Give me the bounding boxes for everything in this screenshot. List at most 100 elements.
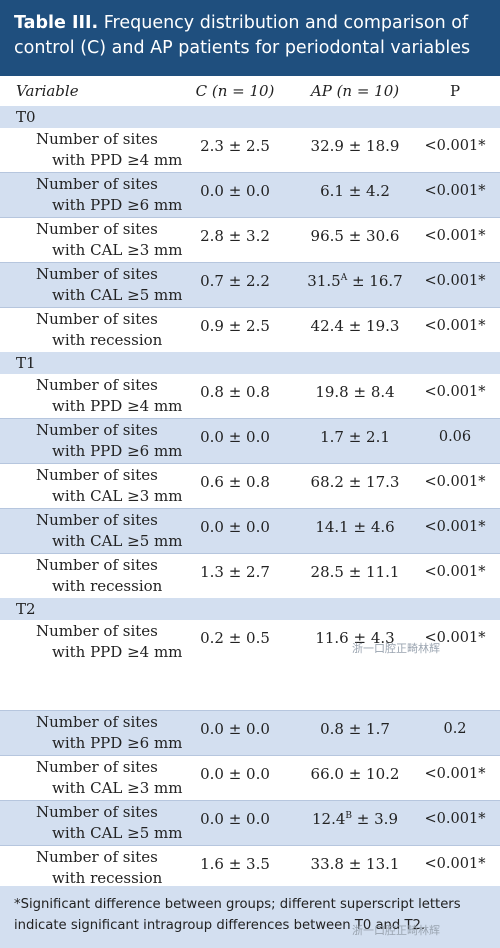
row-label-line1: Number of sites [36, 622, 158, 640]
cell-p: <0.001* [424, 811, 486, 827]
cell-p: 0.2 [443, 721, 467, 737]
row-label-line2: with CAL ≥5 mm [52, 824, 183, 842]
cell-control: 0.0 ± 0.0 [200, 765, 270, 783]
cell-control: 1.6 ± 3.5 [200, 855, 270, 873]
table-row: Number of sites with CAL ≥5 mm 0.7 ± 2.2 31… [0, 262, 500, 307]
row-label-line2: with PPD ≥6 mm [52, 196, 183, 214]
row-label-line2: with CAL ≥3 mm [52, 487, 183, 505]
cell-control: 0.0 ± 0.0 [200, 428, 270, 446]
row-label: Number of sites with PPD ≥4 mm [36, 621, 182, 663]
row-label: Number of sites with CAL ≥5 mm [36, 264, 182, 306]
row-label-line1: Number of sites [36, 511, 158, 529]
row-label-line2: with PPD ≥6 mm [52, 442, 183, 460]
cell-ap: 6.1 ± 4.2 [320, 182, 390, 200]
cell-ap-superscript: A [340, 273, 348, 283]
table-row: Number of sites with CAL ≥5 mm 0.0 ± 0.0 14… [0, 508, 500, 553]
cell-control: 0.6 ± 0.8 [200, 473, 270, 491]
cell-control: 2.8 ± 3.2 [200, 227, 270, 245]
row-label: Number of sites with CAL ≥3 mm [36, 757, 182, 799]
row-label: Number of sites with CAL ≥5 mm [36, 802, 182, 844]
cell-control: 0.0 ± 0.0 [200, 810, 270, 828]
row-label-line2: with CAL ≥3 mm [52, 241, 183, 259]
cell-p: <0.001* [424, 474, 486, 490]
cell-ap: 14.1 ± 4.6 [315, 518, 395, 536]
row-label-line1: Number of sites [36, 220, 158, 238]
cell-ap: 96.5 ± 30.6 [310, 227, 400, 245]
cell-p: <0.001* [424, 228, 486, 244]
row-label-line1: Number of sites [36, 265, 158, 283]
section-label: T1 [0, 352, 500, 374]
cell-ap-sd: ± 16.7 [347, 272, 403, 290]
footnote: *Significant difference between groups; … [0, 886, 500, 948]
cell-ap: 32.9 ± 18.9 [310, 137, 400, 155]
table-body: T0 Number of sites with PPD ≥4 mm 2.3 ± 2.5… [0, 106, 500, 890]
cell-ap: 11.6 ± 4.3 [315, 629, 395, 647]
cell-control: 0.0 ± 0.0 [200, 518, 270, 536]
cell-control: 1.3 ± 2.7 [200, 563, 270, 581]
cell-p: 0.06 [438, 429, 472, 445]
row-label-line2: with CAL ≥5 mm [52, 286, 183, 304]
cell-ap: 19.8 ± 8.4 [315, 383, 395, 401]
row-label: Number of sites with PPD ≥6 mm [36, 174, 182, 216]
cell-p: <0.001* [424, 519, 486, 535]
cell-p: <0.001* [424, 766, 486, 782]
row-label-line1: Number of sites [36, 848, 158, 866]
watermark: 浙一口腔正畸林辉 [352, 924, 440, 937]
cell-ap: 1.7 ± 2.1 [320, 428, 390, 446]
row-label-line1: Number of sites [36, 758, 158, 776]
cell-p: <0.001* [424, 183, 486, 199]
cell-control: 0.0 ± 0.0 [200, 182, 270, 200]
row-label-line1: Number of sites [36, 556, 158, 574]
row-label-line1: Number of sites [36, 421, 158, 439]
row-label: Number of sites with recession [36, 309, 162, 351]
section-label: T2 [0, 598, 500, 620]
cell-ap: 68.2 ± 17.3 [310, 473, 400, 491]
cell-ap-sd: ± 3.9 [352, 810, 398, 828]
table-row: Number of sites with recession 0.9 ± 2.5 42… [0, 307, 500, 352]
table-row: Number of sites with recession 1.6 ± 3.5 33… [0, 845, 500, 890]
row-label: Number of sites with CAL ≥3 mm [36, 465, 182, 507]
row-label-line2: with PPD ≥6 mm [52, 734, 183, 752]
cell-ap-mean: 31.5 [307, 272, 341, 290]
table-row: Number of sites with PPD ≥4 mm 0.2 ± 0.5 11… [0, 620, 500, 664]
watermark: 浙一口腔正畸林辉 [352, 642, 440, 655]
row-label: Number of sites with PPD ≥6 mm [36, 420, 182, 462]
section-label: T0 [0, 106, 500, 128]
row-label-line2: with PPD ≥4 mm [52, 643, 183, 661]
header-control: C (n = 10) [195, 82, 275, 100]
row-label-line1: Number of sites [36, 175, 158, 193]
table-row: Number of sites with PPD ≥4 mm 0.8 ± 0.8 19… [0, 374, 500, 418]
row-label: Number of sites with CAL ≥3 mm [36, 219, 182, 261]
cell-control: 0.0 ± 0.0 [200, 720, 270, 738]
header-ap: AP (n = 10) [310, 82, 400, 100]
row-label-line1: Number of sites [36, 376, 158, 394]
table-row: Number of sites with CAL ≥5 mm 0.0 ± 0.0 12… [0, 800, 500, 845]
header-p: P [449, 82, 461, 100]
row-label-line2: with recession [52, 577, 163, 595]
row-label-line2: with PPD ≥4 mm [52, 151, 183, 169]
table-row: Number of sites with PPD ≥4 mm 2.3 ± 2.5 32… [0, 128, 500, 172]
table-label: Table III. [14, 13, 99, 33]
cell-ap: 28.5 ± 11.1 [310, 563, 400, 581]
table-row: Number of sites with PPD ≥6 mm 0.0 ± 0.0 1.… [0, 418, 500, 463]
cell-ap-mean: 12.4 [312, 810, 346, 828]
cell-control: 2.3 ± 2.5 [200, 137, 270, 155]
cell-ap: 0.8 ± 1.7 [320, 720, 390, 738]
row-label: Number of sites with recession [36, 555, 162, 597]
header-variable: Variable [16, 82, 79, 100]
cell-control: 0.8 ± 0.8 [200, 383, 270, 401]
cell-p: <0.001* [424, 384, 486, 400]
table-header: Variable C (n = 10) AP (n = 10) P [0, 76, 500, 106]
blank-gap [0, 664, 500, 710]
cell-p: <0.001* [424, 564, 486, 580]
row-label: Number of sites with PPD ≥4 mm [36, 375, 182, 417]
row-label: Number of sites with PPD ≥4 mm [36, 129, 182, 171]
cell-ap: 31.5A ± 16.7 [300, 271, 410, 291]
row-label-line2: with recession [52, 869, 163, 887]
row-label-line1: Number of sites [36, 130, 158, 148]
cell-ap: 42.4 ± 19.3 [310, 317, 400, 335]
cell-ap: 12.4B ± 3.9 [300, 809, 410, 829]
table-row: Number of sites with CAL ≥3 mm 2.8 ± 3.2 96… [0, 217, 500, 262]
row-label-line1: Number of sites [36, 310, 158, 328]
cell-p: <0.001* [424, 856, 486, 872]
